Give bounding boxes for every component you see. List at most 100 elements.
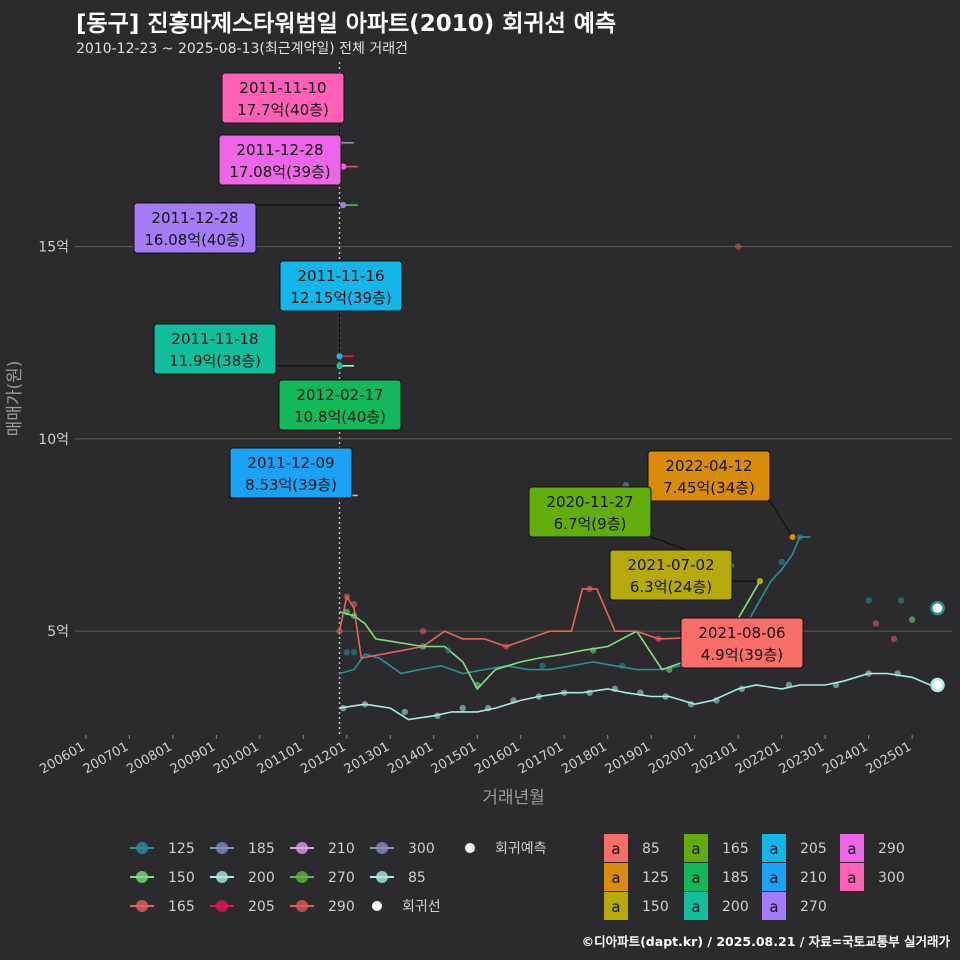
series-line-165	[338, 588, 764, 660]
annotation-value: 6.7억(9층)	[554, 515, 627, 533]
data-point-125	[343, 649, 350, 656]
data-point-85	[738, 685, 746, 693]
legend-label-extra: 회귀선	[402, 899, 441, 915]
legend-marker-extra	[465, 843, 475, 853]
legend-label-165: 165	[168, 899, 195, 915]
data-point-85	[586, 689, 593, 696]
series-lines	[338, 142, 931, 721]
legend-swatch-150	[136, 871, 148, 883]
data-point-85	[894, 670, 901, 677]
legend-label-85: 85	[408, 870, 426, 886]
legend-box-label: 200	[722, 899, 749, 915]
data-point-165	[872, 620, 880, 627]
regression-prediction-125	[930, 600, 945, 616]
chart-subtitle: 2010-12-23 ~ 2025-08-13(최근계약일) 전체 거래건	[76, 41, 408, 57]
data-point-165	[586, 585, 593, 593]
annotation-point	[756, 578, 763, 585]
legend-swatch-270	[296, 871, 308, 883]
annotation-box	[609, 549, 733, 601]
data-point-150	[666, 666, 673, 673]
legend-box-label: 300	[878, 870, 905, 886]
legend-label-300: 300	[408, 841, 435, 857]
legend-box-label: 205	[800, 841, 827, 857]
legend-label-150: 150	[168, 870, 195, 886]
data-point-85	[785, 681, 793, 689]
annotation-value: 8.53억(39층)	[245, 476, 337, 494]
x-tick-label: 202401	[820, 739, 870, 777]
x-axis-title: 거래년월	[482, 788, 545, 808]
legend-box-swatch	[684, 892, 708, 920]
x-tick-label: 200701	[81, 739, 131, 777]
y-tick-label: 10억	[38, 432, 69, 448]
x-tick-label: 201501	[429, 739, 479, 777]
x-tick-label: 201401	[385, 739, 435, 777]
x-tick-label: 202001	[646, 739, 696, 777]
annotation-point	[340, 163, 347, 170]
data-point-125	[898, 597, 905, 604]
annotation-box	[218, 134, 342, 186]
data-point-290	[734, 243, 742, 250]
legend-box-swatch	[762, 892, 786, 920]
data-point-85	[434, 712, 441, 719]
legend-box-glyph: a	[691, 840, 700, 858]
x-tick-label: 201201	[298, 739, 348, 777]
data-point-150	[419, 643, 427, 650]
x-tick-label: 202101	[690, 739, 740, 777]
data-point-125	[796, 533, 803, 541]
y-tick-label: 5억	[47, 624, 69, 640]
annotation-value: 11.9억(38층)	[169, 352, 261, 370]
annotation-value: 16.08억(40층)	[144, 231, 245, 249]
legend-box-glyph: a	[611, 898, 620, 916]
x-tick-label: 201101	[255, 739, 305, 777]
series-points	[336, 139, 945, 719]
annotation-date: 2021-08-06	[698, 624, 785, 642]
legend-swatch-300	[376, 842, 388, 854]
legend-swatch-210	[296, 842, 308, 854]
data-point-165	[343, 593, 350, 600]
credit-text: ©디아파트(dapt.kr) / 2025.08.21 / 자료=국토교통부 실…	[581, 934, 950, 949]
legend-swatch-200	[216, 871, 228, 883]
data-point-150	[343, 608, 350, 616]
data-point-125	[619, 662, 626, 669]
data-point-165	[350, 601, 358, 608]
x-tick-label: 201801	[559, 739, 609, 777]
annotation-value: 17.08억(39층)	[229, 163, 330, 181]
annotation-point	[336, 362, 343, 369]
data-point-85	[459, 704, 466, 712]
annotation-box	[153, 323, 277, 375]
data-point-85	[361, 701, 369, 708]
annotation-value: 10.8억(40층)	[294, 408, 386, 426]
annotation-box	[278, 379, 402, 431]
legend-box-swatch	[604, 892, 628, 920]
data-point-125	[445, 647, 452, 654]
annotation-box	[229, 447, 353, 499]
legend-box-glyph: a	[769, 898, 778, 916]
data-point-85	[561, 689, 568, 696]
data-point-85	[510, 697, 517, 704]
legend-box-glyph: a	[847, 869, 856, 887]
data-point-150	[590, 647, 597, 654]
annotation-date: 2011-12-28	[151, 209, 238, 227]
legend-box-glyph: a	[847, 840, 856, 858]
annotation-leader	[769, 500, 794, 538]
data-point-125	[350, 649, 358, 656]
axes: 5억10억15억20060120070120080120090120100120…	[5, 240, 914, 808]
data-point-165	[336, 627, 343, 635]
x-tick-label: 201001	[211, 739, 261, 777]
legend-swatch-290	[296, 900, 308, 912]
annotation-date: 2020-11-27	[546, 493, 633, 511]
data-point-165	[655, 635, 662, 643]
annotation-point	[340, 202, 347, 209]
annotation-box	[528, 486, 652, 538]
data-point-165	[419, 627, 427, 635]
x-tick-label: 202301	[777, 739, 827, 777]
legend-box-glyph: a	[611, 840, 620, 858]
annotation-date: 2021-07-02	[627, 556, 714, 574]
annotation-box	[133, 202, 257, 254]
annotation-date: 2011-11-10	[239, 79, 326, 97]
legend-swatch-165	[136, 900, 148, 912]
x-tick-label: 200601	[37, 739, 87, 777]
data-point-165	[890, 635, 898, 643]
legend-swatch-85	[376, 871, 388, 883]
legend-marker-extra	[372, 901, 382, 911]
